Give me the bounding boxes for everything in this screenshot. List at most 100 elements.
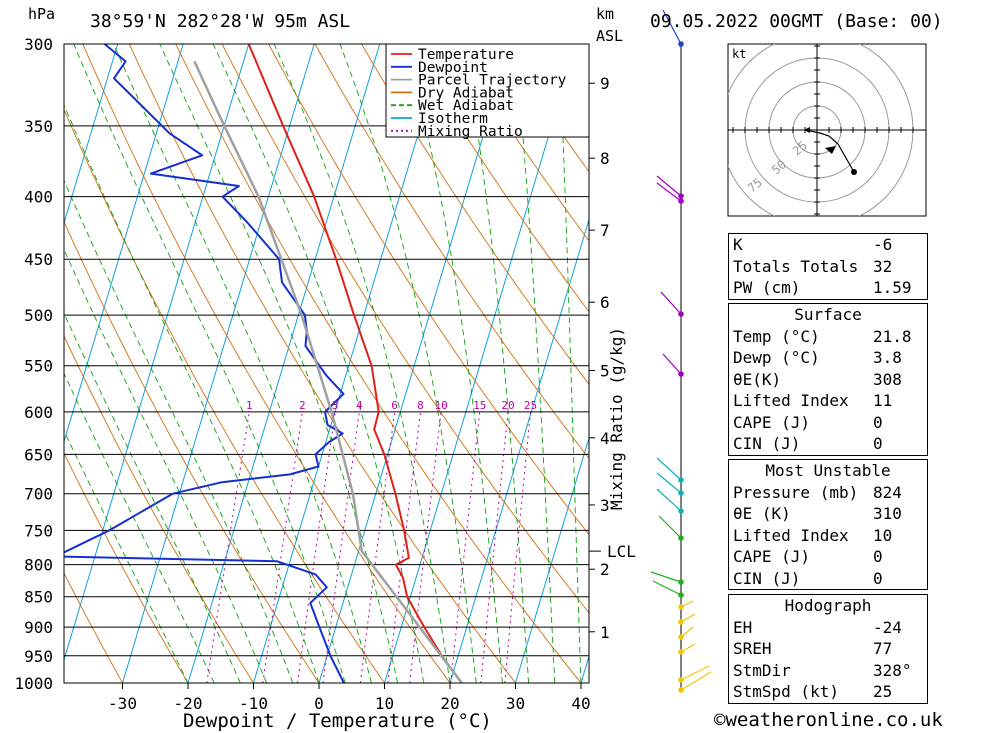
- legend-label: Mixing Ratio: [418, 124, 523, 140]
- wet-adiabat-line: [73, 44, 346, 683]
- temperature-series-line: [247, 44, 463, 683]
- wind-profile: [650, 9, 712, 693]
- surface-temp-row: Temp (°C) 21.8: [733, 326, 912, 346]
- mu-cape-row: CAPE (J) 0: [733, 547, 883, 566]
- hodograph-title: Hodograph: [784, 596, 872, 615]
- km-tick-label: 2: [600, 560, 610, 579]
- datetime-title: 09.05.2022 00GMT (Base: 00): [650, 11, 943, 32]
- pressure-tick-label: 400: [24, 188, 53, 207]
- wind-barb-dot: [678, 604, 684, 610]
- isotherm-line: [187, 44, 381, 683]
- most-unstable-table: Most Unstable Pressure (mb) 824 θE (K) 310…: [728, 459, 928, 590]
- wind-barb: [656, 182, 682, 202]
- wind-barb: [656, 175, 682, 197]
- hodograph-arrow: [804, 127, 810, 133]
- wind-barb: [658, 515, 682, 539]
- mixing-ratio-line: [387, 411, 421, 683]
- mixing-ratio-label: 8: [417, 399, 424, 412]
- stmspd-row: StmSpd (kt) 25: [733, 682, 893, 701]
- mu-li-row: Lifted Index 10: [733, 525, 893, 545]
- legend-label: Wet Adiabat: [418, 98, 514, 114]
- totals-totals-row: Totals Totals 32: [733, 256, 893, 276]
- mixing-ratio-label: 25: [524, 399, 537, 412]
- profile-lines: [64, 44, 463, 683]
- isotherm-line: [64, 44, 250, 662]
- wet-adiabat-line: [558, 44, 582, 683]
- axes: 1 2 3 4 6 8 10 15 20 2530035040045050055060065070…: [14, 35, 635, 713]
- isotherm-line: [515, 436, 589, 683]
- km-tick-label: 4: [600, 429, 610, 448]
- k-index-row: K -6: [733, 235, 893, 254]
- pressure-tick-label: 450: [24, 250, 53, 269]
- wind-barb-dot: [678, 371, 684, 377]
- copyright-footer: ©weatheronline.co.uk: [714, 709, 943, 731]
- pressure-tick-label: 500: [24, 306, 53, 325]
- wind-barb: [656, 472, 682, 494]
- wind-barb: [662, 9, 682, 45]
- dewpoint-series-line: [64, 44, 345, 683]
- parcel-trajectory-series-line: [193, 60, 463, 683]
- wind-barb-dot: [678, 619, 684, 625]
- x-tick-label: -10: [239, 694, 268, 713]
- stmdir-row: StmDir 328°: [733, 660, 912, 680]
- mixing-ratio-label: 6: [391, 399, 398, 412]
- km-tick-label: 5: [600, 362, 610, 381]
- pressure-tick-label: 650: [24, 445, 53, 464]
- mixing-ratio-line: [359, 411, 396, 683]
- wet-adiabat-line: [273, 44, 451, 683]
- wind-barb-dot: [678, 41, 684, 47]
- pressure-tick-label: 1000: [14, 674, 53, 693]
- km-tick-label: 7: [600, 221, 610, 240]
- pressure-tick-label: 950: [24, 647, 53, 666]
- wind-barb: [652, 580, 682, 596]
- sreh-row: SREH 77: [733, 639, 893, 658]
- km-tick-label: 6: [600, 293, 610, 312]
- pressure-tick-label: 300: [24, 35, 53, 54]
- pressure-tick-label: 600: [24, 403, 53, 422]
- km-unit: km: [596, 5, 615, 23]
- x-tick-label: 10: [375, 694, 394, 713]
- pw-row: PW (cm) 1.59: [733, 278, 912, 297]
- mixing-ratio-label: 15: [473, 399, 486, 412]
- wind-barb: [656, 457, 682, 481]
- wind-barb-dot: [678, 592, 684, 598]
- x-tick-label: 40: [571, 694, 590, 713]
- surface-cape-row: CAPE (J) 0: [733, 412, 883, 432]
- pressure-tick-label: 350: [24, 117, 53, 136]
- x-tick-label: 20: [440, 694, 459, 713]
- surface-cin-row: CIN (J) 0: [733, 434, 883, 453]
- dry-adiabat-line: [919, 44, 1000, 683]
- wind-barb: [662, 353, 682, 375]
- isotherm-line: [318, 44, 512, 683]
- wind-barb: [660, 291, 682, 315]
- mixing-ratio-label: 10: [434, 399, 447, 412]
- pressure-tick-label: 800: [24, 556, 53, 575]
- legend-label: Isotherm: [418, 111, 488, 127]
- wind-barb-dot: [678, 311, 684, 317]
- wind-barb-dot: [678, 579, 684, 585]
- wind-barb: [680, 665, 710, 681]
- hodograph-unit: kt: [732, 47, 746, 61]
- background-lines: [64, 44, 1000, 683]
- legend-box: [385, 43, 590, 138]
- wind-barb: [680, 671, 712, 691]
- wind-barb-dot: [678, 477, 684, 483]
- asl-unit: ASL: [596, 27, 624, 45]
- legend-label: Temperature: [418, 47, 514, 63]
- mixing-ratio-line: [322, 411, 360, 683]
- wind-barb-dot: [678, 490, 684, 496]
- hodograph-table: Hodograph EH -24 SREH 77 StmDir 328° StmSpd…: [728, 594, 928, 704]
- x-axis-label: Dewpoint / Temperature (°C): [183, 710, 492, 732]
- isotherm-line: [384, 44, 577, 683]
- km-tick-label: 8: [600, 149, 610, 168]
- km-tick-label: 1: [600, 623, 610, 642]
- dry-adiabat-line: [175, 44, 582, 683]
- mixing-ratio-label: 3: [332, 399, 339, 412]
- surface-title: Surface: [794, 305, 862, 324]
- dry-adiabat-line: [64, 572, 123, 683]
- mu-cin-row: CIN (J) 0: [733, 568, 883, 588]
- x-tick-label: -20: [174, 694, 203, 713]
- wind-barb-dot: [678, 198, 684, 204]
- dry-adiabat-line: [407, 44, 589, 313]
